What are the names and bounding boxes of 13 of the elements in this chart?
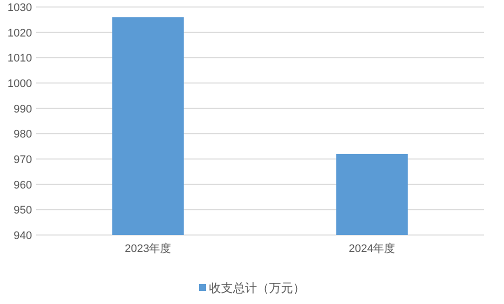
y-tick-label: 970 xyxy=(14,154,32,166)
y-tick-label: 990 xyxy=(14,103,32,116)
y-tick-label: 980 xyxy=(14,128,32,141)
y-tick-label: 960 xyxy=(14,179,32,192)
y-tick-label: 950 xyxy=(14,204,32,217)
legend-label: 收支总计（万元） xyxy=(209,281,305,295)
x-tick-label: 2024年度 xyxy=(348,242,396,255)
y-tick-label: 1030 xyxy=(8,2,32,14)
y-tick-label: 1000 xyxy=(8,78,32,90)
y-tick-label: 1020 xyxy=(8,27,32,40)
y-tick-label: 940 xyxy=(14,230,32,242)
y-tick-label: 1010 xyxy=(8,52,32,65)
x-tick-label: 2023年度 xyxy=(124,242,172,255)
